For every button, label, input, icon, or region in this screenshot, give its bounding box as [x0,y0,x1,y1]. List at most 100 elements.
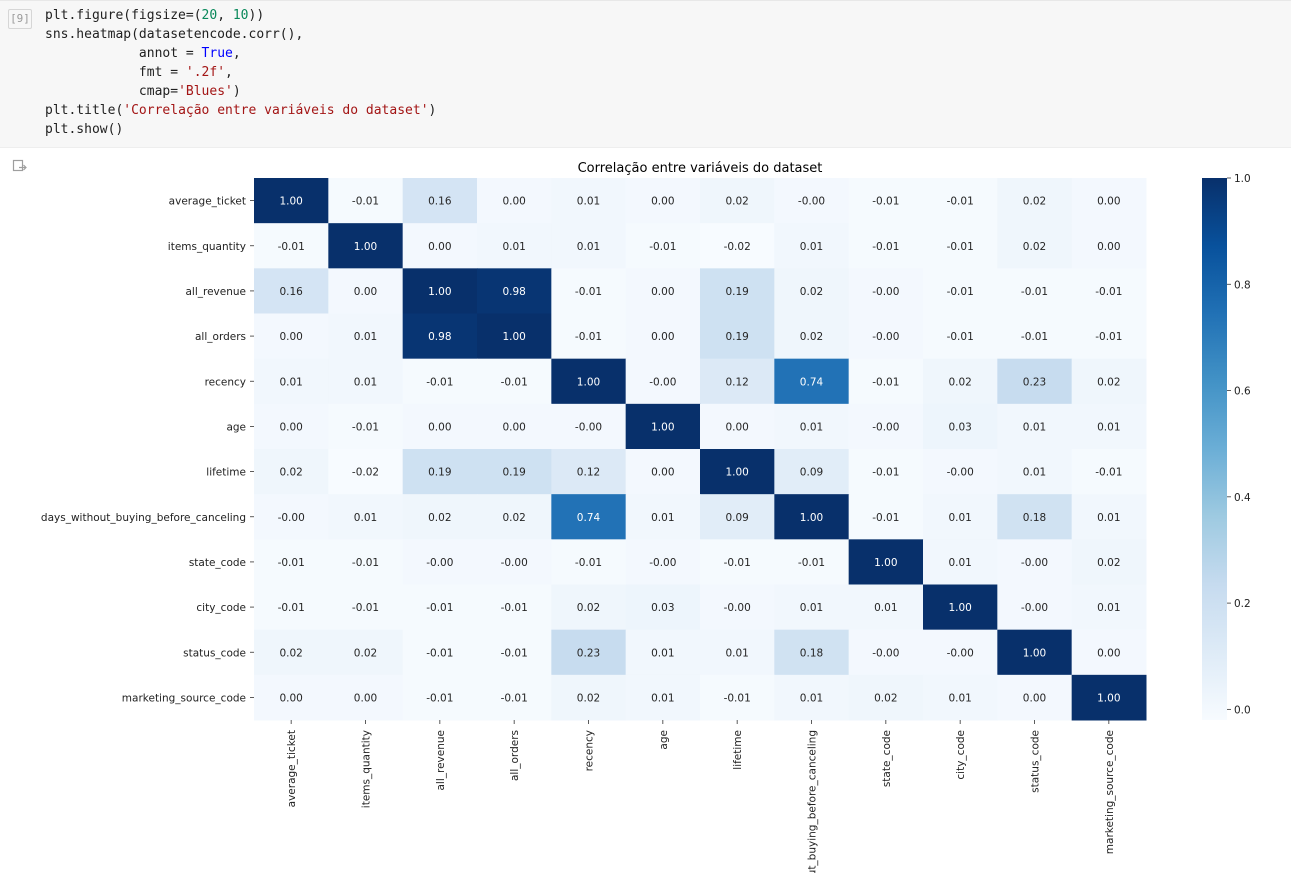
cell-annotation: -0.01 [872,196,899,208]
cell-annotation: 0.16 [428,196,452,208]
cell-annotation: 0.01 [354,512,377,524]
heatmap-cell [997,494,1073,540]
cell-annotation: 0.74 [577,512,601,524]
cell-annotation: 0.16 [279,286,303,298]
output-redirect-icon[interactable] [12,158,28,174]
cell-annotation: 0.00 [428,421,451,433]
heatmap-cell [774,313,850,360]
heatmap-cell [477,358,552,405]
cell-annotation: -0.00 [1021,602,1048,614]
cell-annotation: 0.01 [651,512,674,524]
heatmap-cell [774,358,850,405]
heatmap-cell [997,178,1073,224]
cell-annotation: 0.02 [577,602,600,614]
cell-annotation: -0.00 [724,602,751,614]
heatmap-cell [700,494,775,540]
heatmap-cell [774,629,850,676]
cell-annotation: -0.01 [278,602,305,614]
heatmap-cell [1071,403,1147,450]
code-line: sns.heatmap(datasetencode.corr(), [45,25,436,44]
cell-annotation: 0.02 [800,331,823,343]
heatmap-chart: Correlação entre variáveis do dataset 1.0… [41,161,1251,873]
cell-annotation: 0.01 [800,241,823,253]
cell-annotation: -0.01 [352,557,379,569]
heatmap-cell [402,178,478,224]
heatmap-cell [923,313,998,360]
x-tick-label: state_code [881,730,893,787]
cell-annotation: 0.12 [577,467,600,479]
heatmap-cell [923,629,998,676]
heatmap-cell [402,539,478,585]
cell-annotation: -0.00 [649,376,676,388]
cell-annotation: 0.01 [948,512,971,524]
code-line: annot = True, [45,44,436,63]
heatmap-cell [997,449,1073,495]
y-tick-label: age [226,421,246,433]
cell-annotation: 0.00 [1097,241,1120,253]
y-tick-label: lifetime [206,467,246,479]
heatmap-cell [997,358,1073,405]
cell-annotation: 0.01 [725,647,748,659]
cell-annotation: -0.01 [575,331,602,343]
x-tick-label: age [658,730,670,750]
heatmap-cell [923,494,998,540]
heatmap-cell [848,313,924,360]
heatmap-cell [402,674,478,721]
cell-annotation: 0.01 [800,692,823,704]
heatmap-cell [700,268,775,314]
cell-annotation: 0.03 [651,602,674,614]
cell-annotation: 0.01 [948,692,971,704]
cell-annotation: 0.00 [651,331,674,343]
cell-annotation: 0.02 [874,692,897,704]
cell-output: Correlação entre variáveis do dataset 1.0… [0,147,1291,873]
heatmap-cell [551,674,627,721]
code-token: 20 [201,8,218,23]
cell-annotation: -0.01 [947,286,974,298]
heatmap-cell [700,178,775,224]
heatmap-cell [477,403,552,450]
heatmap-cell [254,494,329,540]
heatmap-cell [997,629,1073,676]
cell-annotation: 0.00 [1097,196,1120,208]
cell-annotation: 0.01 [651,647,674,659]
y-tick-label: recency [205,376,246,388]
code-cell[interactable]: [9] plt.figure(figsize=(20, 10)) sns.heat… [0,0,1291,148]
cell-annotation: 0.12 [725,376,748,388]
cell-annotation: -0.01 [278,557,305,569]
cell-annotation: -0.01 [1021,331,1048,343]
cell-annotation: -0.00 [947,647,974,659]
heatmap-cell [774,403,850,450]
heatmap-cell [1071,313,1147,360]
cell-annotation: 0.23 [1023,376,1046,388]
heatmap-cell [551,223,627,269]
heatmap-cell [625,403,701,450]
code-token: )) [248,8,265,23]
cell-annotation: 0.00 [279,692,302,704]
y-tick-label: status_code [183,647,246,659]
heatmap-cell [477,494,552,540]
heatmap-cell [551,403,627,450]
cell-annotation: 0.00 [279,421,302,433]
heatmap-cell [254,313,329,360]
cell-annotation: -0.01 [426,647,453,659]
cell-annotation: 0.02 [354,647,377,659]
heatmap-cell [477,539,552,585]
cell-annotation: 0.02 [948,376,971,388]
cell-annotation: 0.01 [1023,421,1046,433]
heatmap-cell [477,674,552,721]
x-tick-label: marketing_source_code [1104,730,1116,854]
cell-annotation: 0.02 [725,196,748,208]
heatmap-cell [1071,584,1147,631]
cell-annotation: 0.00 [1023,692,1046,704]
cell-annotation: 0.02 [577,692,600,704]
heatmap-cell [997,268,1073,314]
execution-count[interactable]: [9] [8,9,32,29]
cell-annotation: -0.01 [947,331,974,343]
x-tick-label: all_orders [509,730,521,781]
heatmap-cell [551,313,627,360]
code-editor[interactable]: plt.figure(figsize=(20, 10)) sns.heatmap(… [45,6,436,139]
heatmap-cell [254,403,329,450]
heatmap-cell [328,449,404,495]
heatmap-cell [402,313,478,360]
colorbar-tick-label: 0.4 [1234,492,1251,504]
